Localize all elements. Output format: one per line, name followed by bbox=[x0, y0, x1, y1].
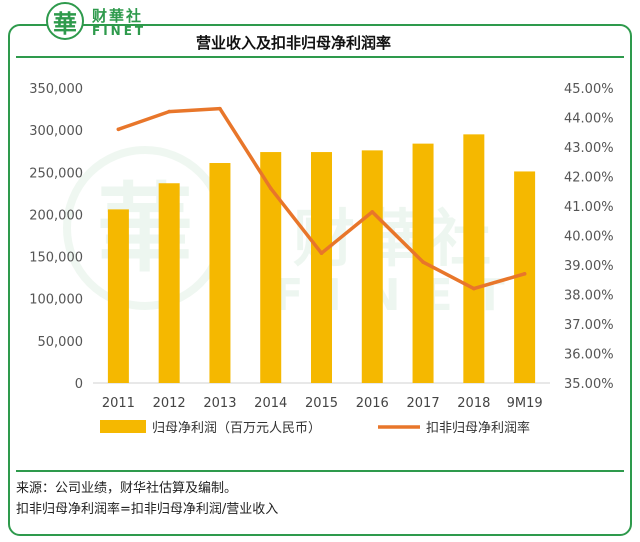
bar bbox=[514, 171, 536, 383]
line-point bbox=[218, 106, 222, 111]
y-right-tick-label: 44.00% bbox=[564, 112, 614, 127]
x-tick-label: 2012 bbox=[153, 396, 186, 411]
y-left-tick-label: 350,000 bbox=[29, 82, 83, 97]
y-right-tick-label: 35.00% bbox=[564, 377, 614, 392]
bar bbox=[107, 209, 129, 383]
line-point bbox=[116, 127, 121, 132]
bar bbox=[311, 152, 332, 383]
y-right-tick-label: 42.00% bbox=[564, 171, 614, 186]
title-divider bbox=[16, 56, 624, 58]
source-note: 来源：公司业绩，财华社估算及编制。 bbox=[16, 481, 238, 496]
y-right-tick-label: 41.00% bbox=[564, 200, 614, 215]
y-left-tick-label: 200,000 bbox=[29, 208, 83, 223]
finet-logo-icon: 華 bbox=[46, 2, 84, 40]
y-left-tick-label: 250,000 bbox=[29, 166, 83, 181]
x-tick-label: 2017 bbox=[407, 396, 440, 411]
line-point bbox=[319, 251, 324, 255]
line-point bbox=[421, 260, 425, 264]
legend-bar-label: 归母净利润（百万元人民币） bbox=[152, 421, 321, 436]
bar bbox=[209, 163, 231, 383]
y-left-tick-label: 0 bbox=[75, 377, 83, 392]
y-right-tick-label: 45.00% bbox=[564, 82, 614, 97]
brand-name-cn: 财華社 bbox=[92, 7, 144, 25]
x-tick-label: 9M19 bbox=[507, 396, 543, 411]
x-tick-label: 2018 bbox=[457, 396, 490, 411]
line-point bbox=[472, 286, 476, 291]
x-tick-label: 2014 bbox=[254, 396, 287, 411]
y-right-tick-label: 39.00% bbox=[564, 259, 614, 274]
bar bbox=[463, 134, 485, 383]
x-tick-label: 2016 bbox=[356, 396, 389, 411]
bar bbox=[361, 150, 383, 383]
line-point bbox=[522, 272, 527, 276]
y-left-tick-label: 300,000 bbox=[29, 124, 83, 139]
legend-bar-swatch bbox=[100, 420, 146, 433]
line-point bbox=[167, 109, 171, 114]
y-left-tick-label: 150,000 bbox=[29, 251, 83, 266]
x-tick-label: 2015 bbox=[305, 396, 338, 411]
y-left-tick-label: 50,000 bbox=[38, 335, 84, 350]
line-point bbox=[370, 210, 375, 214]
y-right-tick-label: 36.00% bbox=[564, 348, 614, 363]
definition-note: 扣非归母净利润率=扣非归母净利润/营业收入 bbox=[16, 502, 279, 517]
chart-canvas: 華财華社FINET050,000100,000150,000200,000250… bbox=[29, 82, 614, 436]
brand-name-en: FINET bbox=[92, 24, 147, 38]
y-left-tick-label: 100,000 bbox=[29, 293, 83, 308]
chart-title: 营业收入及扣非归母净利润率 bbox=[196, 34, 392, 52]
y-right-tick-label: 38.00% bbox=[564, 289, 614, 304]
legend-line-label: 扣非归母净利润率 bbox=[426, 420, 530, 436]
y-right-tick-label: 37.00% bbox=[564, 318, 614, 333]
y-right-tick-label: 43.00% bbox=[564, 141, 614, 156]
notes-section: 来源：公司业绩，财华社估算及编制。 扣非归母净利润率=扣非归母净利润/营业收入 bbox=[16, 470, 624, 520]
x-tick-label: 2011 bbox=[102, 396, 135, 411]
line-point bbox=[268, 186, 273, 191]
bar bbox=[158, 183, 180, 383]
x-tick-label: 2013 bbox=[203, 396, 236, 411]
bar bbox=[260, 152, 282, 383]
y-right-tick-label: 40.00% bbox=[564, 230, 614, 245]
